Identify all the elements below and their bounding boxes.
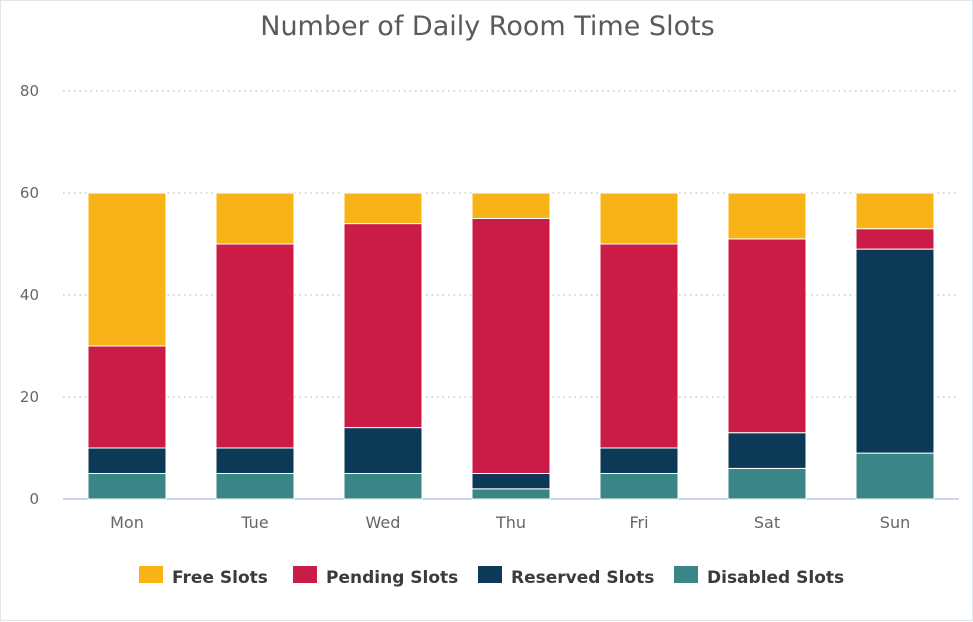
y-tick-label: 80 [20,82,39,100]
bar-segment [599,243,679,449]
x-tick-label: Sat [754,513,780,532]
bar-segment [855,248,935,454]
bar-segment [343,223,423,429]
bar-segment [471,473,551,490]
bar-segment [215,243,295,449]
bar-segment [471,488,551,500]
x-tick-label: Fri [629,513,648,532]
bar-segment [727,467,807,500]
legend-swatch [293,566,317,583]
bar-segment [87,345,167,449]
bar-segment [343,427,423,475]
bar-segment [727,432,807,469]
legend-label: Reserved Slots [511,568,654,588]
bar-segment [215,447,295,474]
legend-label: Free Slots [172,568,268,588]
chart-title: Number of Daily Room Time Slots [260,11,715,42]
bar-segment [471,218,551,474]
bar-segment [87,192,167,347]
bar-segment [87,473,167,500]
bar-segment [343,473,423,500]
bar-segment [855,452,935,500]
bar-segment [215,192,295,245]
legend-label: Disabled Slots [707,568,844,588]
y-tick-label: 40 [20,286,39,304]
legend-label: Pending Slots [326,568,458,588]
bar-segment [855,228,935,250]
legend-swatch [674,566,698,583]
x-tick-label: Tue [240,513,268,532]
bar-segment [215,473,295,500]
bar-segment [727,192,807,240]
bar-segment [855,192,935,230]
bar-segment [599,473,679,500]
x-tick-label: Sun [880,513,910,532]
bar-segment [599,447,679,474]
bar-segment [87,447,167,474]
legend-swatch [139,566,163,583]
x-tick-label: Mon [110,513,144,532]
bar-segment [599,192,679,245]
x-tick-label: Thu [495,513,526,532]
x-tick-label: Wed [366,513,401,532]
bar-segment [343,192,423,225]
bar-segment [471,192,551,219]
bar-segment [727,238,807,434]
legend-swatch [478,566,502,583]
y-tick-label: 20 [20,388,39,406]
y-tick-label: 0 [29,490,39,508]
y-tick-label: 60 [20,184,39,202]
